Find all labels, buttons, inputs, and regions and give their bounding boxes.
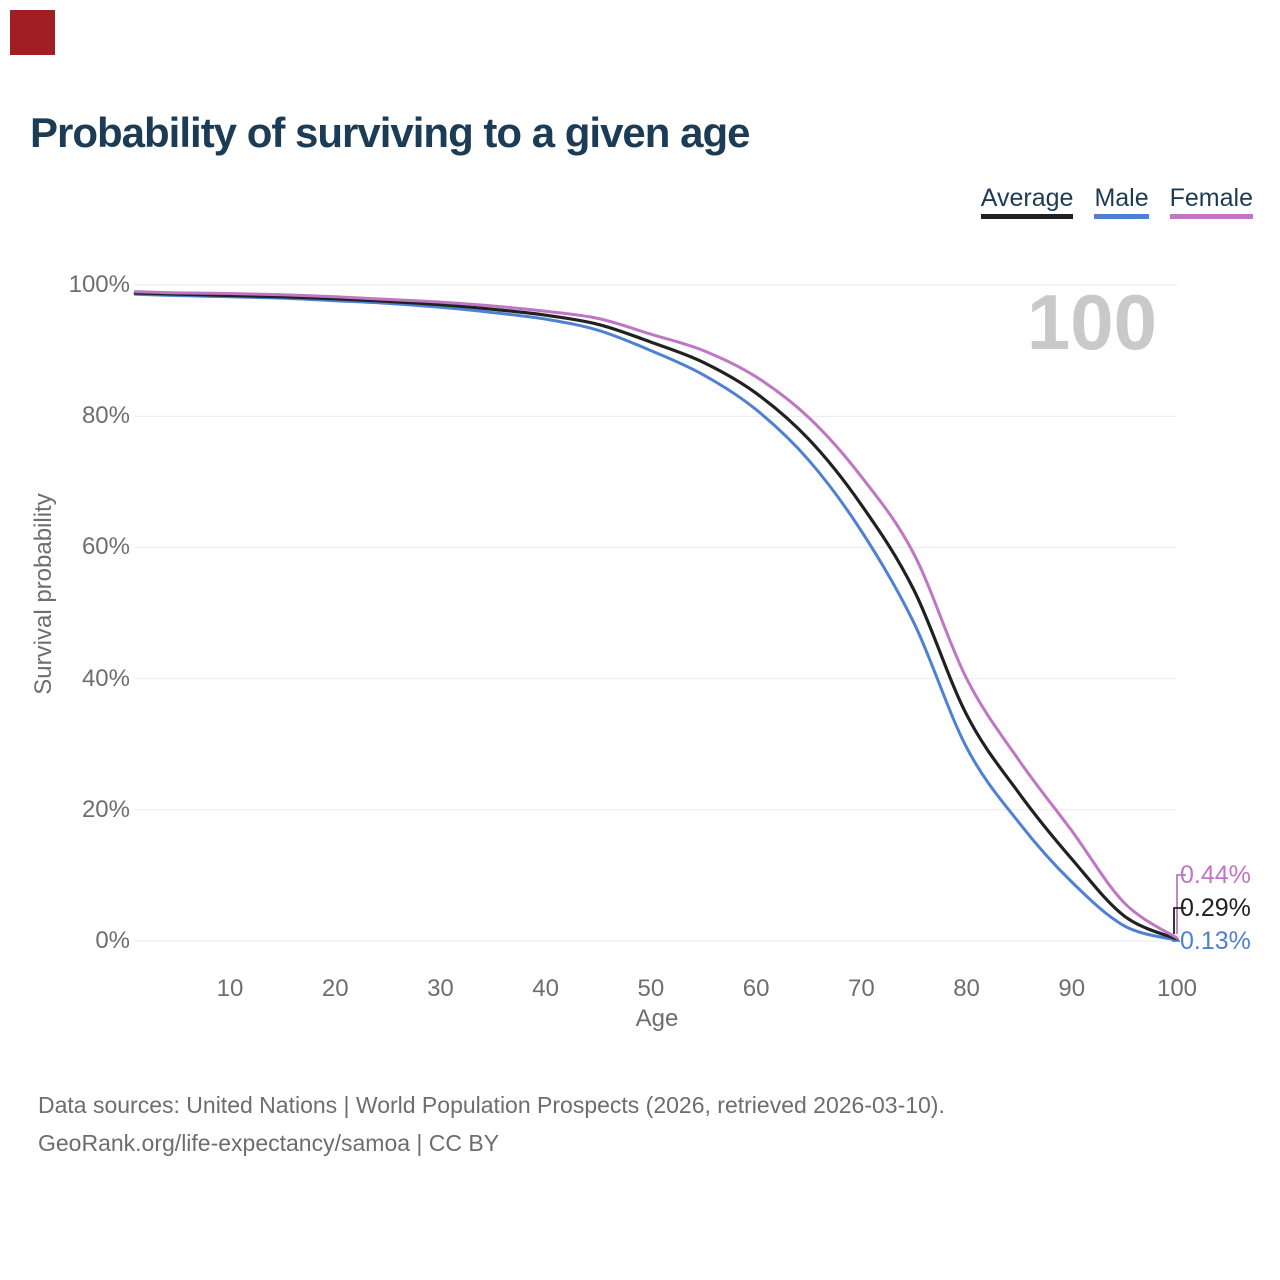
legend-label-female: Female — [1169, 184, 1253, 212]
source-line-1: Data sources: United Nations | World Pop… — [38, 1092, 945, 1118]
chart-legend: Average Male Female — [980, 184, 1253, 219]
x-tick-label: 10 — [216, 975, 244, 1002]
y-tick-label: 100% — [68, 271, 130, 298]
legend-underline-male — [1094, 214, 1149, 219]
red-corner-marker — [10, 10, 55, 55]
x-tick-label: 100 — [1156, 975, 1198, 1002]
x-tick-label: 90 — [1058, 975, 1086, 1002]
series-line-female — [133, 290, 1179, 940]
x-tick-label: 30 — [427, 975, 454, 1002]
y-tick-label: 80% — [81, 402, 130, 430]
x-tick-label: 70 — [847, 975, 875, 1002]
source-attribution: Data sources: United Nations | World Pop… — [38, 1086, 945, 1162]
series-line-average — [133, 291, 1179, 941]
legend-item-female[interactable]: Female — [1169, 184, 1253, 219]
x-tick-label: 50 — [637, 975, 665, 1002]
end-value-average: 0.29% — [1180, 894, 1251, 922]
source-line-2: GeoRank.org/life-expectancy/samoa | CC B… — [38, 1130, 500, 1156]
legend-label-male: Male — [1094, 184, 1149, 212]
y-tick-label: 60% — [81, 533, 130, 561]
y-tick-label: 0% — [95, 927, 130, 954]
x-axis-title: Age — [635, 1005, 679, 1032]
legend-item-average[interactable]: Average — [980, 184, 1074, 219]
x-tick-label: 20 — [321, 975, 349, 1002]
legend-item-male[interactable]: Male — [1094, 184, 1149, 219]
legend-underline-average — [980, 214, 1074, 219]
y-tick-label: 40% — [81, 664, 130, 692]
x-tick-label: 60 — [742, 975, 770, 1002]
series-line-male — [133, 292, 1179, 942]
x-tick-label: 40 — [532, 975, 559, 1002]
x-tick-label: 80 — [953, 975, 980, 1002]
y-tick-label: 20% — [81, 795, 130, 823]
age-watermark: 100 — [1026, 278, 1157, 366]
end-value-male: 0.13% — [1180, 927, 1251, 955]
chart-title: Probability of surviving to a given age — [30, 109, 750, 156]
legend-label-average: Average — [980, 184, 1074, 212]
legend-underline-female — [1169, 214, 1253, 219]
y-axis-title: Survival probability — [30, 493, 57, 695]
end-value-female: 0.44% — [1180, 861, 1251, 889]
